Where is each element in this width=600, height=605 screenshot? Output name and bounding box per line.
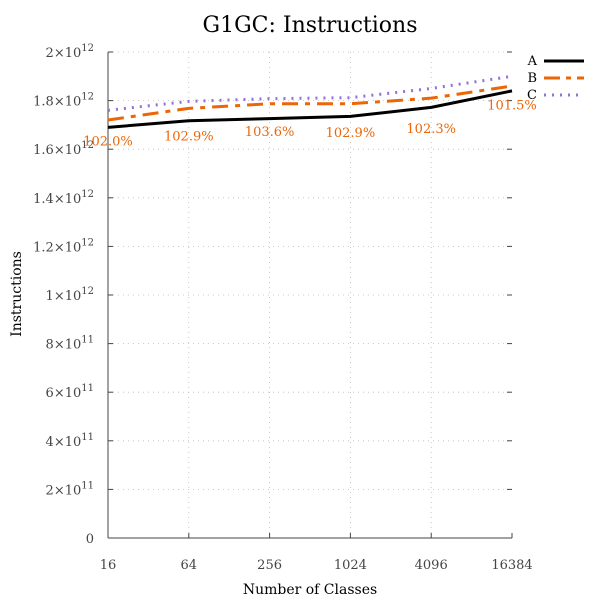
y-tick-mantissa: 2×10 <box>46 46 82 61</box>
y-tick-label: 6×1011 <box>46 383 94 401</box>
legend-label-A: A <box>527 54 538 69</box>
y-tick-label: 0 <box>86 532 94 547</box>
y-axis-title: Instructions <box>9 251 25 337</box>
y-tick-mantissa: 2×10 <box>46 483 82 498</box>
y-tick-label: 1.4×1012 <box>33 189 94 207</box>
axes: 02×10114×10116×10118×10111×10121.2×10121… <box>33 43 533 573</box>
series-lines <box>107 74 513 129</box>
y-tick-label: 1.6×1012 <box>33 140 94 158</box>
x-tick-label: 4096 <box>415 558 448 573</box>
legend-label-C: C <box>527 88 537 103</box>
y-tick-exponent: 12 <box>81 43 94 54</box>
legend-label-B: B <box>527 71 537 86</box>
y-tick-mantissa: 0 <box>86 532 94 547</box>
x-tick-label: 16384 <box>491 558 532 573</box>
y-tick-exponent: 12 <box>81 189 94 200</box>
series-line-A <box>107 89 513 129</box>
y-tick-mantissa: 4×10 <box>46 435 82 450</box>
y-tick-exponent: 12 <box>81 286 94 297</box>
series-line-C <box>107 74 513 112</box>
y-tick-mantissa: 6×10 <box>46 386 82 401</box>
data-label: 102.9% <box>326 126 376 141</box>
data-label: 102.3% <box>406 122 456 137</box>
y-tick-label: 1.2×1012 <box>33 237 94 255</box>
y-tick-label: 1.8×1012 <box>33 92 94 110</box>
data-label: 103.6% <box>245 125 295 140</box>
grid <box>108 51 512 538</box>
chart-title: G1GC: Instructions <box>203 13 418 38</box>
y-tick-label: 2×1011 <box>46 480 94 498</box>
y-tick-exponent: 11 <box>81 480 94 491</box>
data-label: 101.5% <box>487 98 537 113</box>
legend: ABC <box>527 54 584 103</box>
data-labels: 102.0% 102.9% 103.6% 102.9% 102.3% 101.5% <box>83 98 537 149</box>
y-tick-exponent: 12 <box>81 140 94 151</box>
x-tick-label: 64 <box>181 558 198 573</box>
y-tick-label: 8×1011 <box>46 335 94 353</box>
x-axis-title: Number of Classes <box>243 582 377 598</box>
y-tick-label: 1×1012 <box>46 286 94 304</box>
y-tick-mantissa: 1.2×10 <box>33 240 81 255</box>
data-label: 102.9% <box>164 130 214 145</box>
y-tick-exponent: 11 <box>81 335 94 346</box>
y-tick-mantissa: 1.8×10 <box>33 95 81 110</box>
data-label: 102.0% <box>83 134 133 149</box>
x-tick-label: 16 <box>100 558 117 573</box>
y-tick-mantissa: 1×10 <box>46 289 82 304</box>
y-tick-mantissa: 1.4×10 <box>33 192 81 207</box>
y-tick-exponent: 11 <box>81 383 94 394</box>
y-tick-exponent: 11 <box>81 432 94 443</box>
series-line-B <box>107 84 513 122</box>
y-tick-label: 4×1011 <box>46 432 94 450</box>
x-tick-label: 256 <box>257 558 282 573</box>
y-tick-exponent: 12 <box>81 237 94 248</box>
y-tick-label: 2×1012 <box>46 43 94 61</box>
y-tick-mantissa: 1.6×10 <box>33 143 81 158</box>
y-tick-exponent: 12 <box>81 92 94 103</box>
y-tick-mantissa: 8×10 <box>46 338 82 353</box>
x-tick-label: 1024 <box>334 558 367 573</box>
